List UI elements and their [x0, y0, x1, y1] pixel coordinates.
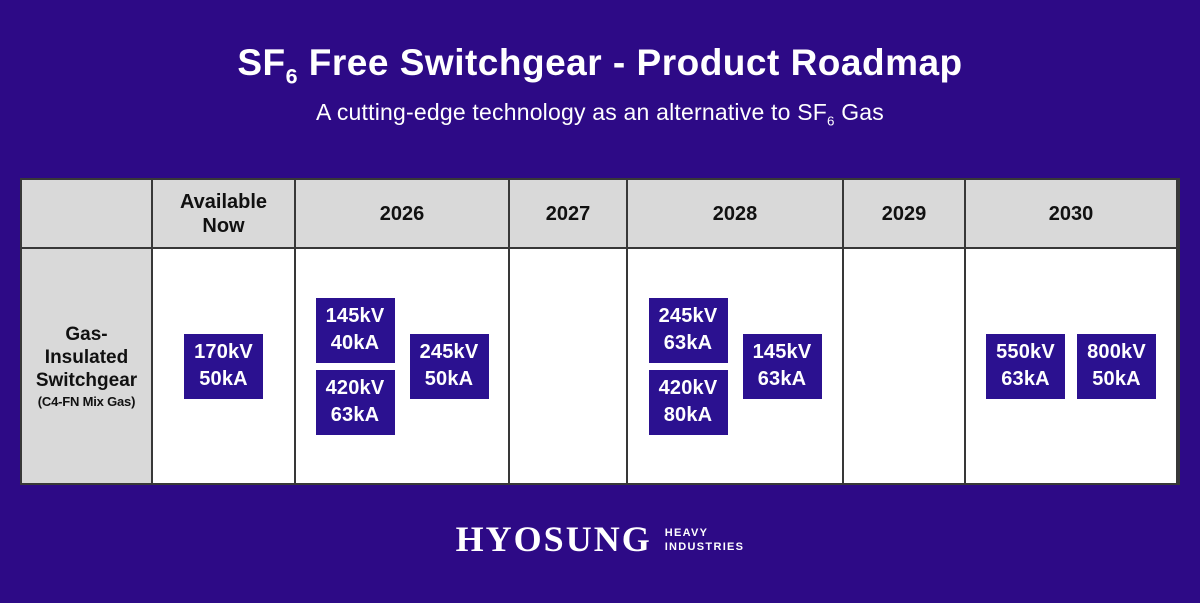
cell-2028: 245kV 63kA 420kV 80kA 145kV 63kA [627, 248, 843, 485]
product-voltage: 550kV [996, 340, 1055, 363]
row-header-title: Gas-Insulated Switchgear [35, 323, 138, 392]
product-chip-245kv-50ka: 245kV 50kA [409, 333, 489, 399]
title-subscript: 6 [285, 64, 299, 89]
product-voltage: 145kV [752, 340, 812, 363]
division-line2: INDUSTRIES [664, 541, 745, 554]
product-chip-800kv-50ka: 800kV 50kA [1077, 333, 1156, 399]
row-header-gis: Gas-Insulated Switchgear (C4-FN Mix Gas) [21, 248, 152, 485]
col-header-2027-label: 2027 [545, 202, 591, 225]
product-chip-145kv-63ka: 145kV 63kA [742, 333, 822, 399]
title-suffix: Free Switchgear - Product Roadmap [298, 42, 963, 83]
subtitle-suffix: Gas [834, 98, 884, 125]
title-prefix: SF [237, 42, 286, 83]
page-title: SF6 Free Switchgear - Product Roadmap [0, 42, 1200, 89]
cell-2030: 550kV 63kA 800kV 50kA [965, 248, 1177, 485]
product-voltage: 170kV [194, 340, 253, 363]
title-block: SF6 Free Switchgear - Product Roadmap A … [0, 0, 1200, 129]
product-chip-420kv-80ka: 420kV 80kA [648, 369, 728, 435]
col-header-2030: 2030 [965, 179, 1177, 249]
subtitle-prefix: A cutting-edge technology as an alternat… [315, 98, 827, 125]
product-voltage: 245kV [419, 340, 479, 363]
subtitle-subscript: 6 [827, 113, 835, 129]
product-current: 50kA [424, 368, 474, 391]
col-header-2028: 2028 [627, 179, 843, 249]
col-header-2029-label: 2029 [881, 202, 927, 225]
col-header-available-now-label: Available Now [179, 190, 268, 237]
cell-2026: 145kV 40kA 420kV 63kA 245kV 50kA [295, 248, 509, 485]
col-header-available-now: Available Now [152, 179, 295, 249]
col-header-2026: 2026 [295, 179, 509, 249]
row-header-note: (C4-FN Mix Gas) [37, 394, 136, 410]
product-current: 63kA [330, 404, 380, 427]
product-voltage: 800kV [1087, 340, 1146, 363]
col-header-2030-label: 2030 [1048, 202, 1094, 225]
product-current: 80kA [663, 404, 713, 427]
cell-2026-left-stack: 145kV 40kA 420kV 63kA [315, 297, 395, 435]
product-current: 40kA [330, 332, 380, 355]
product-current: 63kA [757, 368, 807, 391]
col-header-2027: 2027 [509, 179, 627, 249]
cell-2028-left-stack: 245kV 63kA 420kV 80kA [648, 297, 728, 435]
product-chip-170kv-50ka: 170kV 50kA [184, 333, 263, 399]
roadmap-table: Available Now 2026 2027 2028 2029 2030 G… [20, 178, 1180, 486]
col-header-2028-label: 2028 [712, 202, 758, 225]
cell-2029 [843, 248, 965, 485]
cell-available-now: 170kV 50kA [152, 248, 295, 485]
product-current: 50kA [1092, 368, 1141, 391]
division-line1: HEAVY [664, 527, 709, 540]
hyosung-division-label: HEAVY INDUSTRIES [665, 527, 745, 555]
cell-2027 [509, 248, 627, 485]
col-header-2029: 2029 [843, 179, 965, 249]
corner-cell [21, 179, 152, 249]
product-chip-245kv-63ka: 245kV 63kA [648, 297, 728, 363]
product-voltage: 145kV [325, 304, 385, 327]
product-voltage: 420kV [658, 376, 718, 399]
product-chip-550kv-63ka: 550kV 63kA [986, 333, 1065, 399]
product-current: 63kA [1001, 368, 1050, 391]
product-chip-420kv-63ka: 420kV 63kA [315, 369, 395, 435]
product-chip-145kv-40ka: 145kV 40kA [315, 297, 395, 363]
product-voltage: 245kV [658, 304, 718, 327]
hyosung-logo: HYOSUNG [455, 519, 652, 560]
footer-logo: HYOSUNG HEAVY INDUSTRIES [0, 521, 1200, 557]
product-voltage: 420kV [325, 376, 385, 399]
col-header-2026-label: 2026 [379, 202, 425, 225]
product-current: 63kA [663, 332, 713, 355]
product-current: 50kA [199, 368, 248, 391]
page-subtitle: A cutting-edge technology as an alternat… [0, 98, 1200, 129]
